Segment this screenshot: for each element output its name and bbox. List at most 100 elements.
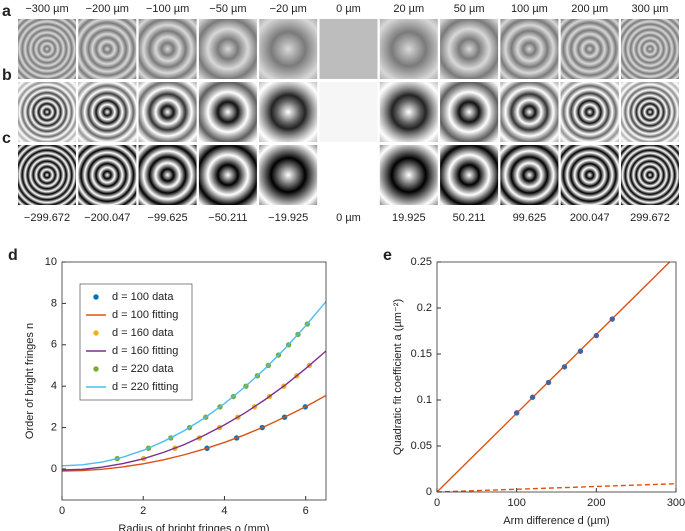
- fringe-image: [560, 19, 619, 79]
- y-tick-label: 6: [51, 339, 57, 351]
- column-label: −100 µm: [146, 3, 189, 15]
- column-label: 20 µm: [393, 3, 424, 15]
- data-point: [593, 332, 600, 339]
- data-point: [577, 348, 584, 354]
- fit-line: [437, 262, 671, 492]
- fringe-image: [560, 145, 619, 205]
- column-label: 100 µm: [511, 3, 548, 15]
- x-tick-label: 100: [507, 497, 525, 509]
- y-tick-label: 0.25: [411, 256, 432, 268]
- column-label: 200 µm: [571, 3, 608, 15]
- y-tick-label: 0.1: [417, 394, 432, 406]
- legend-label: d = 160 fitting: [112, 345, 178, 357]
- x-tick-label: 0: [59, 505, 65, 517]
- column-label: −20 µm: [270, 3, 307, 15]
- fringe-fade: [621, 82, 679, 142]
- axes-frame: [61, 261, 327, 501]
- fringe-image: [259, 145, 318, 205]
- data-point: [513, 410, 520, 416]
- bottom-label: 50.211: [453, 212, 486, 224]
- fit-line: [62, 350, 326, 471]
- fringe-image: [138, 145, 197, 205]
- fringe-image: [440, 145, 499, 205]
- column-label: −300 µm: [25, 3, 68, 15]
- x-tick-label: 2: [140, 505, 146, 517]
- plot-area: [437, 262, 676, 492]
- fringe-fade: [560, 82, 619, 142]
- fringe-image: [78, 145, 137, 205]
- fringe-image: [18, 19, 76, 79]
- x-tick-label: 0: [434, 497, 440, 509]
- fringe-image: [138, 19, 197, 79]
- fringe-fade: [379, 82, 438, 142]
- bottom-label: −99.625: [148, 212, 188, 224]
- fit-line: [62, 301, 326, 467]
- fringe-image: [500, 19, 559, 79]
- legend-swatch: [93, 366, 99, 372]
- fringe-image: [259, 19, 318, 79]
- data-point: [609, 316, 615, 322]
- fringe-fade: [440, 82, 499, 142]
- y-axis-label: Quadratic fit coefficient a (µm⁻²): [392, 299, 404, 455]
- x-tick-label: 200: [587, 497, 605, 509]
- y-tick-label: 8: [51, 297, 57, 309]
- x-axis-label: Radius of bright fringes ρ (mm): [118, 523, 269, 531]
- y-tick-label: 2: [51, 421, 57, 433]
- fringe-fade: [198, 82, 257, 142]
- column-label: 300 µm: [632, 3, 669, 15]
- fringe-image: [440, 19, 499, 79]
- bottom-label: 299.672: [630, 212, 670, 224]
- plot-area: [62, 301, 326, 472]
- legend-label: d = 220 data: [112, 363, 174, 375]
- legend-label: d = 160 data: [112, 327, 174, 339]
- fringe-image: [198, 145, 257, 205]
- fringe-image: [18, 145, 76, 205]
- panel-label: e: [383, 247, 392, 264]
- legend-swatch: [93, 294, 99, 300]
- x-tick-label: 300: [667, 497, 685, 509]
- fringe-fade: [138, 82, 197, 142]
- y-tick-label: 0.05: [411, 440, 432, 452]
- y-tick-label: 0: [51, 463, 57, 475]
- panel-label: a: [2, 3, 11, 20]
- y-tick-label: 4: [51, 380, 57, 392]
- y-tick-label: 10: [45, 256, 57, 268]
- bottom-label: −200.047: [84, 212, 130, 224]
- legend-swatch: [93, 330, 99, 336]
- fringe-fade: [500, 82, 559, 142]
- legend-box: [79, 283, 193, 401]
- data-point: [529, 394, 536, 400]
- fringe-fade: [18, 82, 76, 142]
- x-tick-label: 4: [221, 505, 227, 517]
- data-point: [561, 364, 568, 370]
- column-label: 50 µm: [454, 3, 485, 15]
- bottom-label: 99.625: [513, 212, 547, 224]
- fringe-image: [319, 82, 378, 142]
- y-tick-label: 0: [426, 486, 432, 498]
- legend-label: d = 220 fitting: [112, 381, 178, 393]
- fringe-fade: [259, 82, 318, 142]
- fringe-image: [319, 19, 378, 79]
- fringe-image: [379, 19, 438, 79]
- y-axis-label: Order of bright fringes n: [24, 323, 36, 439]
- legend-label: d = 100 fitting: [112, 309, 178, 321]
- y-tick-label: 0.15: [411, 348, 432, 360]
- fringe-image: [198, 19, 257, 79]
- x-tick-label: 6: [303, 505, 309, 517]
- fringe-image: [319, 145, 378, 205]
- panel-label: d: [8, 247, 18, 264]
- column-label: −200 µm: [86, 3, 129, 15]
- x-axis-label: Arm difference d (µm): [503, 515, 609, 527]
- fringe-image: [621, 145, 679, 205]
- bottom-label: 19.925: [392, 212, 426, 224]
- panel-label: b: [2, 67, 12, 84]
- legend-label: d = 100 data: [112, 291, 174, 303]
- data-point: [545, 379, 552, 386]
- y-tick-label: 0.2: [417, 302, 432, 314]
- fringe-image: [500, 145, 559, 205]
- bottom-label: 200.047: [570, 212, 610, 224]
- column-label: −50 µm: [209, 3, 246, 15]
- fit-line: [62, 394, 326, 472]
- fringe-image: [379, 145, 438, 205]
